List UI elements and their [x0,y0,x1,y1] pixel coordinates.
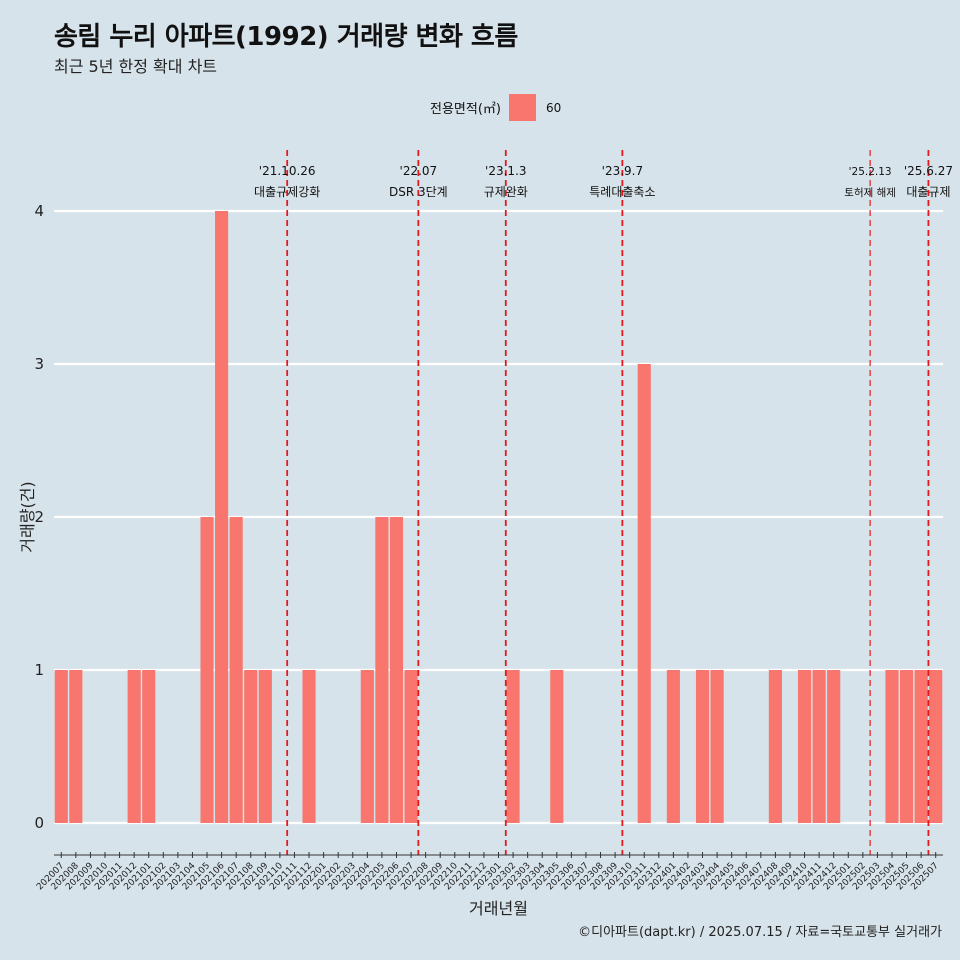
bar [768,670,782,823]
x-axis: 2020072020082020092020102020112020122021… [35,852,943,892]
bar [375,517,389,823]
bar [827,670,841,823]
bar [302,670,316,823]
event-lines [286,150,930,855]
bar [244,670,258,823]
event-date: '21.10.26 [259,164,316,178]
legend: 전용면적(㎡) 60 [430,94,561,121]
bar [215,211,229,823]
event-label: 대출규제강화 [254,185,320,199]
legend-item-label: 60 [545,100,562,115]
legend-title: 전용면적(㎡) [430,102,501,117]
event-date: '25.6.27 [904,164,953,178]
bar [200,517,214,823]
y-tick-label: 2 [34,508,44,526]
event-date: '25.2.13 [849,166,892,178]
y-tick-label: 3 [34,355,44,373]
bar [710,670,724,823]
bar [127,670,141,823]
bar [637,364,651,823]
y-tick-label: 4 [34,202,44,220]
bar [389,517,404,823]
chart-subtitle: 최근 5년 한정 확대 차트 [54,57,218,76]
bar [54,670,68,823]
bar [404,670,418,823]
bar [69,670,83,823]
event-date: '22.07 [400,164,438,178]
event-label: DSR 3단계 [389,185,448,199]
bars [54,211,943,823]
bar [929,670,943,823]
event-label: 규제완화 [484,185,528,199]
event-label: 대출규제 [906,185,950,199]
bar [885,670,899,823]
event-label: 토허제 해제 [844,186,896,199]
chart-title: 송림 누리 아파트(1992) 거래량 변화 흐름 [54,22,518,52]
y-tick-label: 1 [34,661,44,679]
bar [258,670,272,823]
y-axis-ticks: 0 1 2 3 4 [34,202,44,832]
bar [360,670,374,823]
y-axis-label: 거래량(건) [18,481,37,552]
bar [550,670,564,823]
legend-swatch [508,94,536,121]
bar [797,670,812,823]
event-label: 특례대출축소 [589,185,655,199]
bar [695,670,710,823]
bar [900,670,914,823]
bar [914,670,928,823]
bar [506,670,520,823]
event-date: '23.9.7 [602,164,643,178]
event-date: '23.1.3 [485,164,526,178]
event-annotations: '21.10.26 대출규제강화 '22.07 DSR 3단계 '23.1.3 규제완화 '… [254,164,953,199]
bar [812,670,826,823]
bar [142,670,156,823]
bar [229,517,243,823]
y-tick-label: 0 [34,814,44,832]
bar [666,670,680,823]
x-axis-label: 거래년월 [469,899,528,918]
source-footer: ©디아파트(dapt.kr) / 2025.07.15 / 자료=국토교통부 실… [578,925,942,940]
